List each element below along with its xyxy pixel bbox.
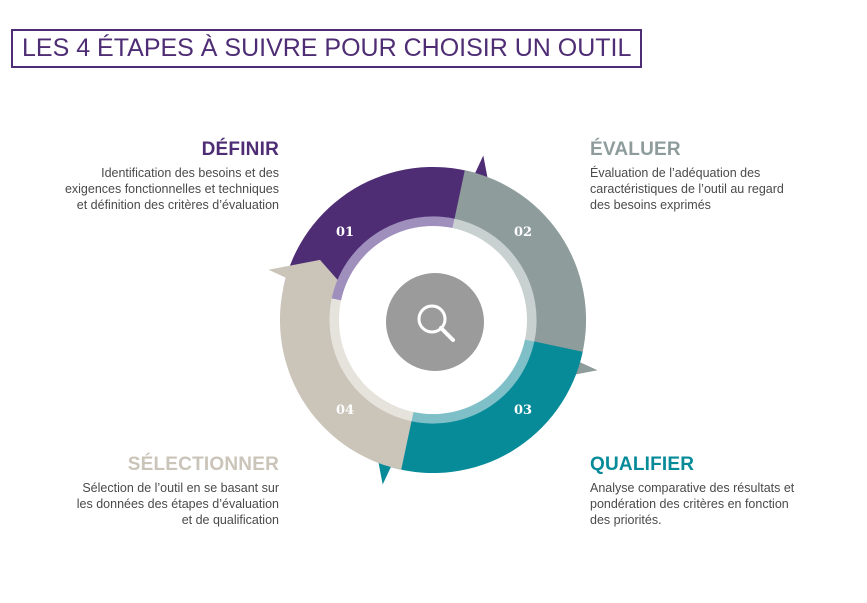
step-description: Évaluation de l’adéquation des caractéri…: [590, 165, 835, 213]
step-description: Identification des besoins et des exigen…: [34, 165, 279, 213]
step-evaluer: ÉVALUER Évaluation de l’adéquation des c…: [590, 139, 835, 213]
ring-arc-04: [329, 298, 414, 422]
step-selectionner: SÉLECTIONNER Sélection de l’outil en se …: [34, 454, 279, 528]
center-circle: [386, 273, 484, 371]
step-heading: QUALIFIER: [590, 454, 695, 475]
step-heading: DÉFINIR: [201, 139, 279, 160]
magnifier-icon: [386, 273, 484, 371]
page-title: LES 4 ÉTAPES À SUIVRE POUR CHOISIR UN OU…: [22, 34, 632, 62]
description-line: Évaluation de l’adéquation des: [590, 166, 761, 180]
magnifier-lens: [417, 304, 447, 334]
step-description: Sélection de l’outil en se basant sur le…: [34, 480, 279, 528]
step-definir: DÉFINIR Identification des besoins et de…: [34, 139, 279, 213]
description-line: et de qualification: [181, 513, 279, 527]
ring-arc-02: [452, 218, 537, 342]
magnifier-handle: [439, 326, 455, 342]
step-number-04: 04: [336, 403, 354, 418]
inner-ring: [329, 216, 537, 424]
step-number-02: 02: [514, 225, 532, 240]
description-line: Sélection de l’outil en se basant sur: [82, 481, 279, 495]
title-box: LES 4 ÉTAPES À SUIVRE POUR CHOISIR UN OU…: [11, 29, 642, 68]
description-line: pondération des critères en fonction: [590, 497, 789, 511]
step-number-03: 03: [514, 403, 532, 418]
step-heading: ÉVALUER: [590, 139, 681, 160]
description-line: Identification des besoins et des: [101, 166, 279, 180]
ring-arc-01: [331, 216, 455, 301]
description-line: et définition des critères d’évaluation: [76, 198, 279, 212]
step-qualifier: QUALIFIER Analyse comparative des résult…: [590, 454, 835, 528]
step-description: Analyse comparative des résultats et pon…: [590, 480, 835, 528]
step-number-01: 01: [336, 225, 354, 240]
description-line: des besoins exprimés: [590, 198, 711, 212]
description-line: exigences fonctionnelles et techniques: [64, 182, 279, 196]
description-line: caractéristiques de l’outil au regard: [590, 182, 784, 196]
ring-arc-03: [411, 339, 535, 424]
description-line: les données des étapes d’évaluation: [76, 497, 279, 511]
step-heading: SÉLECTIONNER: [127, 454, 279, 475]
description-line: Analyse comparative des résultats et: [590, 481, 795, 495]
description-line: des priorités.: [590, 513, 662, 527]
